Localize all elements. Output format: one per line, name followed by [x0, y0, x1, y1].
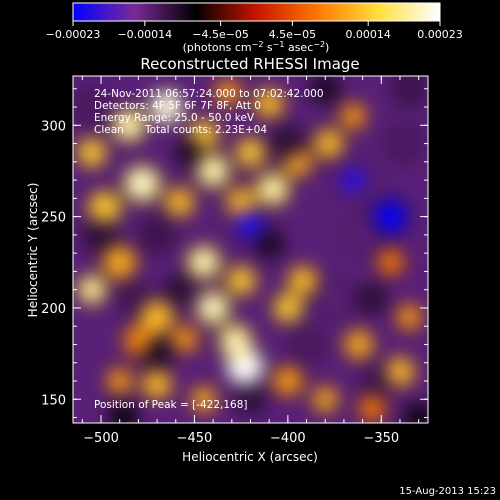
- y-tick-label: 200: [41, 302, 66, 317]
- colorbar-fill: [73, 3, 440, 21]
- colorbar-tick-label: 4.5e−05: [269, 28, 316, 41]
- heatmap-cell: [106, 367, 133, 395]
- colorbar-tick-label: 0.00014: [345, 28, 391, 41]
- heatmap-cell-core: [263, 179, 283, 199]
- peak-position-text: Position of Peak = [-422,168]: [94, 399, 248, 411]
- heatmap-cell: [215, 79, 242, 106]
- heatmap-cell: [172, 325, 199, 353]
- x-tick-label: −450: [177, 431, 213, 446]
- heatmap-cell: [76, 92, 107, 122]
- heatmap-cell-core: [234, 356, 256, 377]
- energy-range-text: Energy Range: 25.0 - 50.0 keV: [94, 112, 255, 124]
- x-tick-label: −350: [363, 431, 399, 446]
- heatmap-cell: [385, 356, 415, 387]
- heatmap-cell: [256, 230, 283, 258]
- colorbar-ticks: −0.00023 −0.00014 −4.5e−05 4.5e−05 0.00014 0.…: [46, 21, 463, 41]
- heatmap-cell: [87, 190, 122, 225]
- heatmap-cell-core: [157, 97, 176, 117]
- colorbar-frame: [72, 2, 441, 22]
- heatmap-cell: [388, 128, 419, 159]
- heatmap-cell: [235, 137, 266, 168]
- heatmap-cell: [254, 88, 285, 119]
- heatmap-cell-core: [381, 207, 400, 226]
- heatmap-cell: [237, 386, 264, 413]
- heatmap-cell: [347, 219, 378, 250]
- heatmap-cell: [76, 137, 107, 168]
- heatmap-cell: [272, 128, 303, 159]
- heatmap-cell: [377, 249, 404, 276]
- heatmap-cell: [142, 369, 173, 400]
- x-axis-label: Heliocentric X (arcsec): [182, 450, 318, 464]
- heatmap-cell: [358, 285, 386, 312]
- heatmap-cells: [73, 76, 428, 423]
- heatmap-cell: [312, 76, 339, 102]
- heatmap-cell: [312, 386, 339, 413]
- time-range-text: 24-Nov-2011 06:57:24.000 to 07:02:42.000: [94, 88, 324, 100]
- total-counts-text: Total counts: 2.23E+04: [144, 124, 267, 136]
- heatmap-cell-core: [344, 170, 363, 190]
- heatmap-cell: [396, 303, 423, 331]
- y-axis-label: Heliocentric Y (arcsec): [26, 183, 40, 318]
- heatmap-cell-core: [203, 161, 223, 181]
- clean-label: Clean: [94, 124, 124, 136]
- heatmap-cell: [102, 245, 137, 280]
- heatmap-cell: [142, 219, 173, 250]
- heatmap-cell-core: [203, 298, 223, 318]
- heatmap-cell-core: [226, 331, 245, 351]
- heatmap-cell: [358, 395, 386, 422]
- heatmap-cell: [110, 404, 137, 423]
- y-tick-label: 300: [41, 119, 66, 134]
- y-axis-ticks: 150 200 250 300: [41, 88, 428, 419]
- heatmap-cell: [287, 265, 318, 296]
- colorbar-tick-label: 0.00023: [417, 28, 463, 41]
- colorbar: −0.00023 −0.00014 −4.5e−05 4.5e−05 0.00014 0.…: [46, 2, 463, 54]
- heatmap-cell: [226, 265, 257, 296]
- colorbar-tick-label: −4.5e−05: [192, 28, 249, 41]
- colorbar-tick-label: −0.00023: [46, 28, 101, 41]
- heatmap-cell-core: [83, 281, 100, 298]
- heatmap-cell: [164, 187, 195, 217]
- y-tick-label: 150: [41, 393, 66, 408]
- heatmap-cell: [394, 76, 425, 104]
- colorbar-unit: (photons cm−2 s−1 asec−2): [183, 40, 330, 54]
- heatmap-cell-core: [241, 216, 260, 236]
- heatmap-cell: [166, 276, 193, 303]
- chart-title: Reconstructed RHESSI Image: [140, 55, 359, 73]
- heatmap-cell: [291, 329, 322, 360]
- heatmap-cell: [177, 139, 204, 166]
- heatmap-cell: [140, 300, 174, 334]
- info-annotations: 24-Nov-2011 06:57:24.000 to 07:02:42.000…: [94, 88, 324, 411]
- heatmap-cell-core: [119, 116, 139, 135]
- detectors-text: Detectors: 4F 5F 6F 7F 8F, Att 0: [94, 100, 261, 112]
- x-tick-label: −400: [270, 431, 306, 446]
- heatmap-cell: [314, 128, 344, 159]
- heatmap-cell: [272, 292, 303, 323]
- heatmap-cell-core: [131, 173, 153, 195]
- heatmap: [73, 76, 428, 423]
- heatmap-cell: [405, 404, 428, 423]
- heatmap-cell: [319, 283, 350, 314]
- heatmap-cell: [364, 367, 391, 395]
- y-tick-label: 250: [41, 211, 66, 226]
- x-tick-label: −500: [83, 431, 119, 446]
- heatmap-cell: [121, 285, 148, 312]
- heatmap-cell: [144, 340, 171, 367]
- heatmap-cell: [272, 366, 303, 396]
- heatmap-cell-core: [194, 253, 214, 272]
- footer-timestamp: 15-Aug-2013 15:23: [399, 486, 496, 497]
- colorbar-tick-label: −0.00014: [117, 28, 172, 41]
- heatmap-cell: [340, 103, 367, 130]
- x-axis-ticks: −500 −450 −400 −350: [81, 76, 420, 446]
- heatmap-cell: [190, 386, 217, 413]
- heatmap-cell: [86, 219, 116, 250]
- heatmap-cell: [343, 329, 374, 360]
